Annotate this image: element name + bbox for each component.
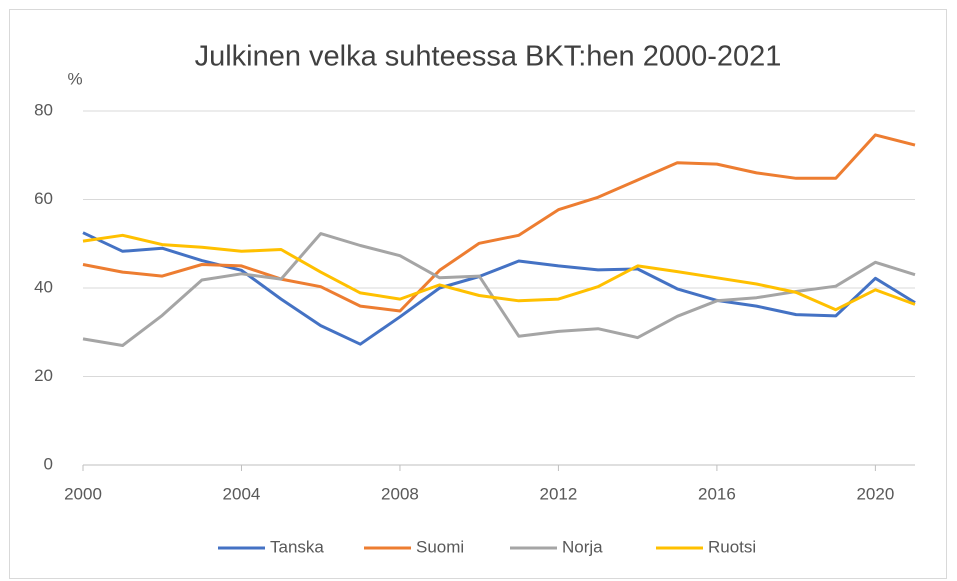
y-tick-label: 0 bbox=[44, 454, 53, 473]
y-axis-label: % bbox=[67, 69, 82, 88]
legend-label: Suomi bbox=[416, 537, 464, 556]
series-line bbox=[82, 233, 916, 312]
x-tick-label: 2008 bbox=[381, 484, 419, 503]
legend-label: Norja bbox=[562, 537, 603, 556]
x-tick-label: 2020 bbox=[856, 484, 894, 503]
y-tick-label: 60 bbox=[34, 189, 53, 208]
y-tick-label: 20 bbox=[34, 366, 53, 385]
chart-title: Julkinen velka suhteessa BKT:hen 2000-20… bbox=[195, 41, 782, 73]
y-tick-label: 80 bbox=[34, 100, 53, 119]
x-tick-label: 2004 bbox=[223, 484, 261, 503]
x-tick-label: 2016 bbox=[698, 484, 736, 503]
series-line bbox=[82, 133, 916, 313]
series-line bbox=[82, 232, 916, 347]
x-tick-label: 2012 bbox=[540, 484, 578, 503]
x-tick-label: 2000 bbox=[64, 484, 102, 503]
legend-label: Ruotsi bbox=[708, 537, 756, 556]
y-tick-label: 40 bbox=[34, 277, 53, 296]
legend-label: Tanska bbox=[270, 537, 324, 556]
